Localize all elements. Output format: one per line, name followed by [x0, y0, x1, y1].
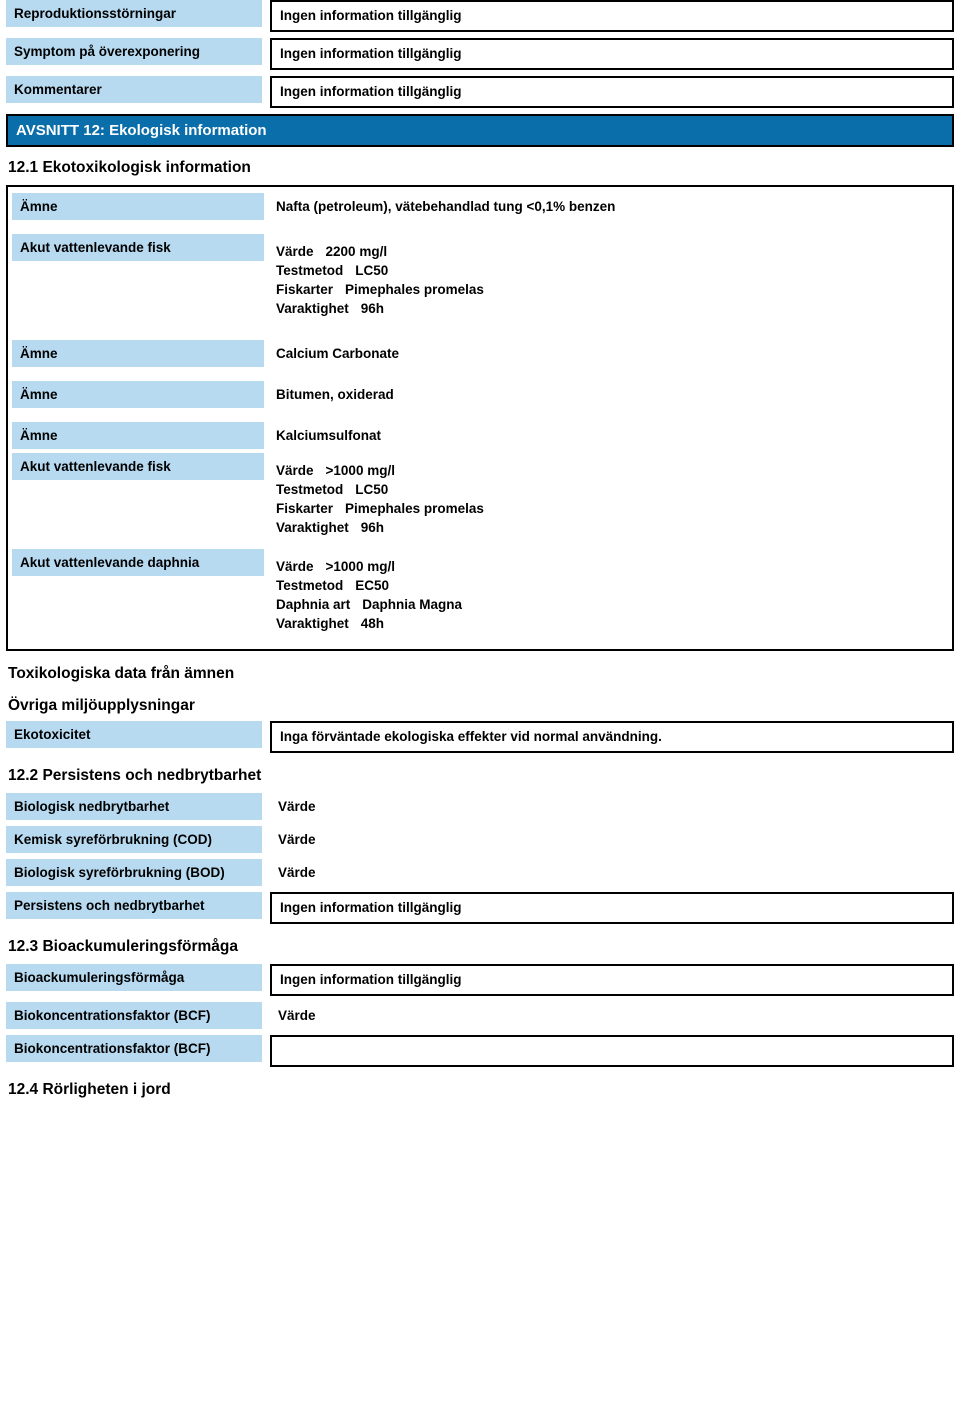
value-bioaccum: Ingen information tillgänglig — [270, 964, 954, 996]
page: Reproduktionsstörningar Ingen informatio… — [0, 0, 960, 1107]
value-cod: Värde — [270, 826, 954, 853]
section-12-3-title: 12.3 Bioackumuleringsförmåga — [6, 930, 954, 964]
label-overexposure: Symptom på överexponering — [6, 38, 262, 65]
value-fish-2: Värde >1000 mg/l Testmetod LC50 Fiskarter P… — [272, 453, 952, 545]
kv-val: 96h — [361, 520, 384, 535]
value-bcf-2 — [270, 1035, 954, 1067]
row-bcf-1: Biokoncentrationsfaktor (BCF) Värde — [6, 1002, 954, 1029]
value-reproduction: Ingen information tillgänglig — [270, 0, 954, 32]
row-bioaccum: Bioackumuleringsförmåga Ingen informatio… — [6, 964, 954, 996]
kv-val: >1000 mg/l — [326, 559, 395, 574]
label-reproduction: Reproduktionsstörningar — [6, 0, 262, 27]
row-fish-2: Akut vattenlevande fisk Värde >1000 mg/l … — [8, 453, 952, 545]
row-substance-caco3: Ämne Calcium Carbonate — [8, 340, 952, 367]
value-persistence: Ingen information tillgänglig — [270, 892, 954, 924]
kv-val: 48h — [361, 616, 384, 631]
kv-key: Värde — [276, 244, 314, 259]
label-bioaccum: Bioackumuleringsförmåga — [6, 964, 262, 991]
kv-key: Varaktighet — [276, 520, 349, 535]
row-substance-nafta: Ämne Nafta (petroleum), vätebehandlad tu… — [8, 193, 952, 220]
kv-key: Varaktighet — [276, 616, 349, 631]
kv-val: LC50 — [355, 263, 388, 278]
value-overexposure: Ingen information tillgänglig — [270, 38, 954, 70]
value-substance-nafta: Nafta (petroleum), vätebehandlad tung <0… — [272, 193, 952, 220]
label-substance-kalcium: Ämne — [12, 422, 264, 449]
label-substance-caco3: Ämne — [12, 340, 264, 367]
value-biodegrade: Värde — [270, 793, 954, 820]
section-12-1-title: 12.1 Ekotoxikologisk information — [6, 151, 954, 185]
label-comments: Kommentarer — [6, 76, 262, 103]
kv-key: Testmetod — [276, 263, 343, 278]
kv-key: Testmetod — [276, 578, 343, 593]
section-12-4-title: 12.4 Rörligheten i jord — [6, 1073, 954, 1107]
label-bcf-1: Biokoncentrationsfaktor (BCF) — [6, 1002, 262, 1029]
label-persistence: Persistens och nedbrytbarhet — [6, 892, 262, 919]
row-substance-kalcium: Ämne Kalciumsulfonat — [8, 422, 952, 449]
label-substance-bitumen: Ämne — [12, 381, 264, 408]
section-12-header: AVSNITT 12: Ekologisk information — [6, 114, 954, 147]
kv-key: Värde — [276, 463, 314, 478]
label-bcf-2: Biokoncentrationsfaktor (BCF) — [6, 1035, 262, 1062]
kv-val: LC50 — [355, 482, 388, 497]
row-persistence: Persistens och nedbrytbarhet Ingen infor… — [6, 892, 954, 924]
kv-key: Varaktighet — [276, 301, 349, 316]
row-overexposure: Symptom på överexponering Ingen informat… — [6, 38, 954, 70]
kv-val: EC50 — [355, 578, 389, 593]
label-substance-nafta: Ämne — [12, 193, 264, 220]
kv-key: Fiskarter — [276, 501, 333, 516]
value-fish-1: Värde 2200 mg/l Testmetod LC50 Fiskarter Pi… — [272, 234, 952, 326]
label-ekotox: Ekotoxicitet — [6, 721, 262, 748]
kv-key: Fiskarter — [276, 282, 333, 297]
row-biodegrade: Biologisk nedbrytbarhet Värde — [6, 793, 954, 820]
value-bod: Värde — [270, 859, 954, 886]
value-comments: Ingen information tillgänglig — [270, 76, 954, 108]
value-substance-caco3: Calcium Carbonate — [272, 340, 952, 367]
label-cod: Kemisk syreförbrukning (COD) — [6, 826, 262, 853]
heading-env-info: Övriga miljöupplysningar — [6, 691, 954, 721]
ecotox-box: Ämne Nafta (petroleum), vätebehandlad tu… — [6, 185, 954, 651]
value-bcf-1: Värde — [270, 1002, 954, 1029]
kv-val: Pimephales promelas — [345, 501, 484, 516]
label-biodegrade: Biologisk nedbrytbarhet — [6, 793, 262, 820]
kv-val: 96h — [361, 301, 384, 316]
kv-key: Daphnia art — [276, 597, 350, 612]
section-12-2-title: 12.2 Persistens och nedbrytbarhet — [6, 759, 954, 793]
row-fish-1: Akut vattenlevande fisk Värde 2200 mg/l T… — [8, 234, 952, 326]
row-ekotox: Ekotoxicitet Inga förväntade ekologiska … — [6, 721, 954, 753]
kv-key: Värde — [276, 559, 314, 574]
heading-tox-data: Toxikologiska data från ämnen — [6, 659, 954, 689]
label-fish-2: Akut vattenlevande fisk — [12, 453, 264, 480]
row-cod: Kemisk syreförbrukning (COD) Värde — [6, 826, 954, 853]
value-daphnia: Värde >1000 mg/l Testmetod EC50 Daphnia ar… — [272, 549, 952, 641]
row-bcf-2: Biokoncentrationsfaktor (BCF) — [6, 1035, 954, 1067]
kv-val: Daphnia Magna — [362, 597, 462, 612]
row-reproduction: Reproduktionsstörningar Ingen informatio… — [6, 0, 954, 32]
kv-val: Pimephales promelas — [345, 282, 484, 297]
row-bod: Biologisk syreförbrukning (BOD) Värde — [6, 859, 954, 886]
label-daphnia: Akut vattenlevande daphnia — [12, 549, 264, 576]
kv-val: >1000 mg/l — [326, 463, 395, 478]
value-substance-kalcium: Kalciumsulfonat — [272, 422, 952, 449]
value-ekotox: Inga förväntade ekologiska effekter vid … — [270, 721, 954, 753]
label-bod: Biologisk syreförbrukning (BOD) — [6, 859, 262, 886]
row-substance-bitumen: Ämne Bitumen, oxiderad — [8, 381, 952, 408]
row-daphnia: Akut vattenlevande daphnia Värde >1000 mg… — [8, 549, 952, 641]
label-fish-1: Akut vattenlevande fisk — [12, 234, 264, 261]
kv-key: Testmetod — [276, 482, 343, 497]
value-substance-bitumen: Bitumen, oxiderad — [272, 381, 952, 408]
row-comments: Kommentarer Ingen information tillgängli… — [6, 76, 954, 108]
kv-val: 2200 mg/l — [326, 244, 388, 259]
